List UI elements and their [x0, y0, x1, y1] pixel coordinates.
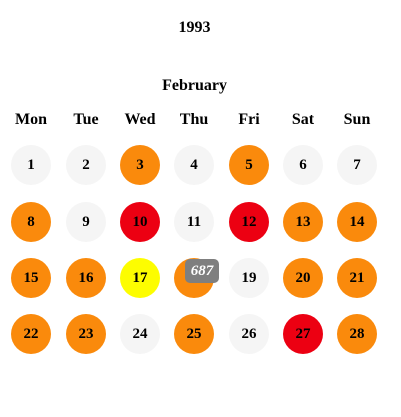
day-cell-1[interactable]: 1 [11, 145, 51, 185]
day-cell-4[interactable]: 4 [174, 145, 214, 185]
weekday-label-fri: Fri [238, 111, 260, 128]
day-cell-8[interactable]: 8 [11, 202, 51, 242]
weekday-label-thu: Thu [179, 111, 209, 128]
day-cell-14[interactable]: 14 [337, 202, 377, 242]
day-cell-9[interactable]: 9 [66, 202, 106, 242]
day-cell-26[interactable]: 26 [229, 314, 269, 354]
weekday-label-mon: Mon [15, 111, 47, 128]
day-cell-15[interactable]: 15 [11, 258, 51, 298]
weekday-label-wed: Wed [124, 111, 156, 128]
day-cell-19[interactable]: 19 [229, 258, 269, 298]
day-cell-21[interactable]: 21 [337, 258, 377, 298]
weekday-label-sat: Sat [291, 111, 315, 128]
day-cell-7[interactable]: 7 [337, 145, 377, 185]
day-cell-3[interactable]: 3 [120, 145, 160, 185]
day-cell-2[interactable]: 2 [66, 145, 106, 185]
value-tooltip: 687 [185, 259, 219, 283]
day-cell-10[interactable]: 10 [120, 202, 160, 242]
day-cell-27[interactable]: 27 [283, 314, 323, 354]
day-cell-6[interactable]: 6 [283, 145, 323, 185]
day-cell-13[interactable]: 13 [283, 202, 323, 242]
day-cell-17[interactable]: 17 [120, 258, 160, 298]
weekday-label-tue: Tue [73, 111, 99, 128]
day-cell-11[interactable]: 11 [174, 202, 214, 242]
day-cell-23[interactable]: 23 [66, 314, 106, 354]
weekday-label-sun: Sun [343, 111, 371, 128]
day-cell-12[interactable]: 12 [229, 202, 269, 242]
day-cell-28[interactable]: 28 [337, 314, 377, 354]
day-cell-25[interactable]: 25 [174, 314, 214, 354]
month-title: February [162, 77, 227, 94]
day-cell-20[interactable]: 20 [283, 258, 323, 298]
day-cell-16[interactable]: 16 [66, 258, 106, 298]
year-title: 1993 [178, 19, 211, 36]
day-cell-22[interactable]: 22 [11, 314, 51, 354]
day-cell-5[interactable]: 5 [229, 145, 269, 185]
day-cell-24[interactable]: 24 [120, 314, 160, 354]
